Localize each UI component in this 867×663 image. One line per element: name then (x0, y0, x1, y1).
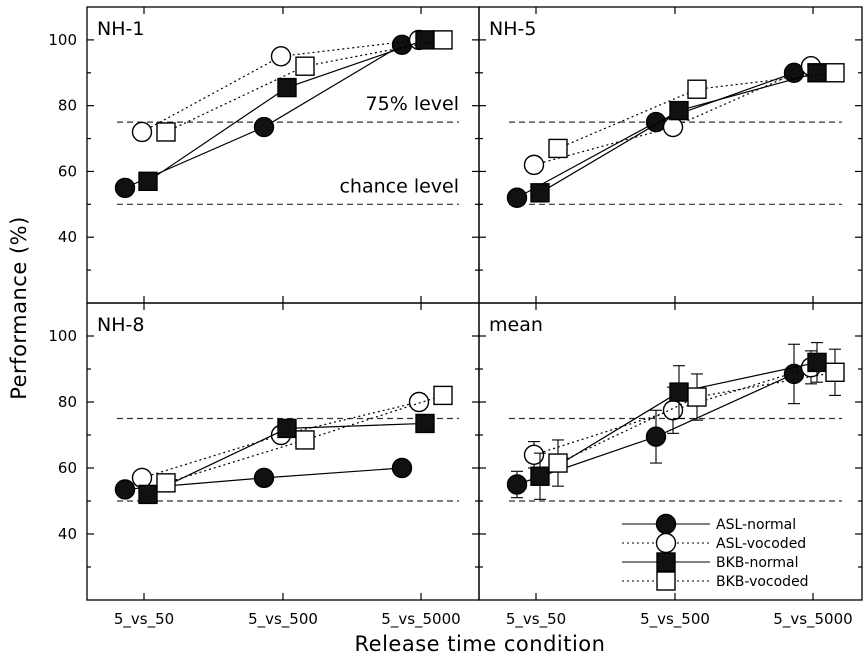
x-axis-title: Release time condition (355, 632, 606, 656)
series-bkb-vocoded (548, 63, 845, 159)
data-point (662, 400, 684, 421)
x-tick-label: 5_vs_50 (114, 610, 174, 629)
legend-label: BKB-normal (716, 555, 799, 571)
series-asl-normal (114, 34, 413, 199)
data-point (506, 474, 528, 495)
legend: ASL-normal ASL-vocoded BKB-normal BKB-vocod… (622, 513, 809, 591)
series-asl-vocoded (523, 350, 822, 469)
panel-frame (86, 302, 480, 601)
legend-marker (656, 552, 676, 572)
data-point (669, 100, 689, 121)
data-point (523, 154, 545, 176)
data-point (415, 30, 435, 50)
data-point (131, 467, 153, 489)
y-tick-label: 100 (48, 327, 77, 345)
legend-label: BKB-vocoded (716, 574, 809, 590)
data-point (138, 171, 158, 192)
x-tick-label: 5_vs_500 (248, 610, 318, 629)
data-point (530, 466, 550, 486)
series-bkb-normal (530, 63, 827, 203)
panel-nh-5: NH-5 (478, 6, 863, 304)
data-point (687, 387, 707, 407)
data-point (807, 63, 827, 83)
panel-nh-1: NH-1 75% level chance level (86, 6, 480, 304)
data-point (156, 122, 176, 142)
data-point (156, 473, 176, 493)
panel-mean: mean ASL-normal ASL-vocoded BKB-normal BKB-v… (478, 302, 863, 601)
y-tick-label: 40 (58, 525, 77, 543)
x-tick-label: 5_vs_5000 (773, 610, 852, 629)
data-point (114, 479, 136, 500)
data-point (277, 77, 297, 98)
annotation-seventy-five-level: 75% level (366, 93, 459, 115)
series-bkb-vocoded (156, 385, 453, 493)
series-asl-normal (506, 343, 805, 499)
legend-label: ASL-normal (716, 517, 796, 533)
series-line (124, 44, 403, 189)
data-point (114, 177, 136, 199)
data-point (523, 444, 545, 465)
data-point (391, 34, 413, 56)
series-line (165, 39, 444, 133)
panel-title: NH-5 (489, 18, 536, 40)
data-point (807, 352, 827, 373)
data-point (138, 484, 158, 505)
y-tick-label: 40 (58, 228, 77, 246)
y-axis-title: Performance (%) (7, 216, 31, 400)
panel-title: NH-1 (97, 18, 144, 40)
data-point (825, 63, 845, 83)
legend-marker (655, 513, 677, 535)
series-asl-vocoded (131, 391, 430, 489)
series-bkb-normal (138, 413, 435, 505)
data-point (253, 116, 275, 138)
data-point (548, 138, 568, 159)
series-bkb-vocoded (156, 30, 453, 142)
x-tick-label: 5_vs_500 (640, 610, 710, 629)
series-line (557, 371, 836, 464)
data-point (433, 30, 453, 50)
data-point (295, 430, 315, 450)
series-bkb-normal (530, 342, 827, 500)
data-point (253, 467, 275, 489)
data-point (415, 413, 435, 434)
data-point (131, 121, 153, 143)
data-point (391, 457, 413, 479)
data-point (825, 362, 845, 382)
data-point (662, 116, 684, 138)
data-point (433, 385, 453, 406)
data-point (548, 453, 568, 473)
series-asl-normal (506, 62, 805, 208)
y-tick-label: 60 (58, 162, 77, 180)
annotation-chance-level: chance level (339, 175, 459, 197)
x-tick-label: 5_vs_50 (506, 610, 566, 629)
data-point (506, 187, 528, 208)
data-point (408, 391, 430, 413)
y-tick-label: 80 (58, 97, 77, 115)
data-point (277, 418, 297, 439)
y-tick-label: 60 (58, 459, 77, 477)
data-point (530, 183, 550, 203)
panel-title: mean (489, 314, 543, 336)
data-point (645, 426, 667, 447)
series-line (141, 39, 420, 133)
panel-frame (478, 302, 863, 601)
x-tick-label: 5_vs_5000 (381, 610, 460, 629)
legend-marker (655, 532, 677, 554)
panel-nh-8: NH-8 (86, 302, 480, 601)
panel-title: NH-8 (97, 314, 144, 336)
y-tick-label: 80 (58, 393, 77, 411)
y-tick-label: 100 (48, 31, 77, 49)
data-point (669, 382, 689, 402)
data-point (687, 79, 707, 99)
data-point (295, 56, 315, 76)
series-bkb-vocoded (548, 348, 845, 487)
legend-marker (656, 571, 676, 591)
data-point (270, 46, 292, 67)
legend-label: ASL-vocoded (716, 536, 806, 552)
